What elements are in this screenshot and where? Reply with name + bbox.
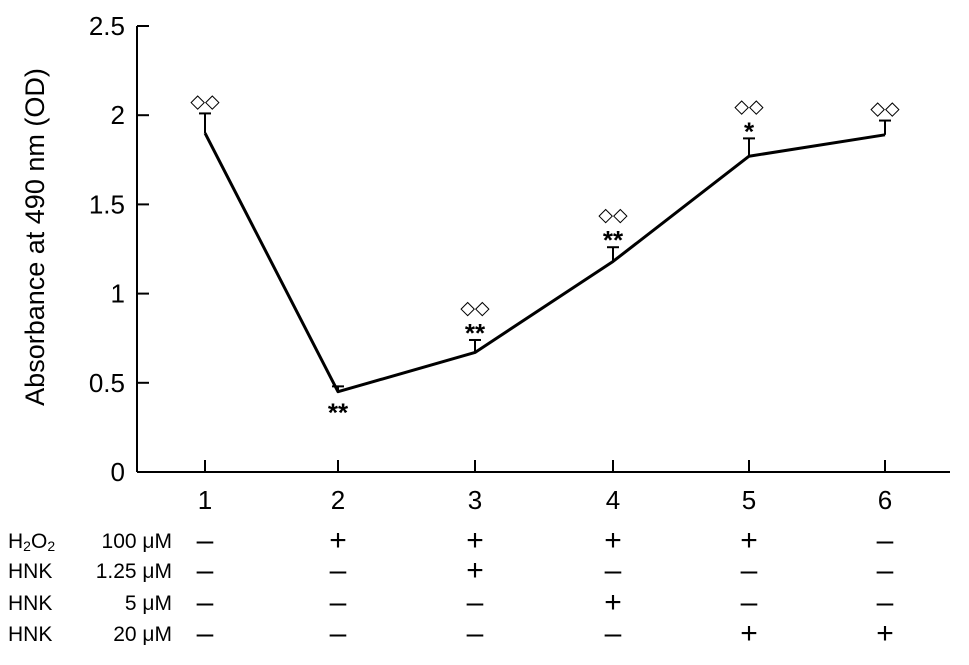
axes <box>136 26 950 473</box>
x-tick-label: 2 <box>331 485 345 515</box>
condition-sign: + <box>466 554 484 587</box>
x-tick-label: 6 <box>878 485 892 515</box>
condition-sign: – <box>329 554 347 587</box>
condition-name: HNK <box>8 560 53 583</box>
condition-name: H2O2 <box>8 530 56 554</box>
condition-sign: – <box>466 617 484 650</box>
condition-sign: – <box>740 586 758 619</box>
y-axis-label: Absorbance at 490 nm (OD) <box>20 68 50 406</box>
annotations: ◇◇****◇◇**◇◇*◇◇ ◇◇ <box>190 90 900 427</box>
y-tick-label: 1.5 <box>89 189 125 219</box>
x-tick-label: 5 <box>742 485 756 515</box>
condition-sign: – <box>196 617 214 650</box>
condition-sign: + <box>466 524 484 557</box>
diamond-label: ◇◇ <box>190 90 220 112</box>
significance-label: * <box>744 116 755 146</box>
condition-dose: 1.25 μM <box>95 560 172 583</box>
series-line <box>203 132 886 394</box>
y-tick-label: 0.5 <box>89 368 125 398</box>
condition-sign: – <box>876 554 894 587</box>
x-tick-label: 1 <box>198 485 212 515</box>
series-lines <box>203 132 886 394</box>
y-ticks: 0 0.5 1 1.5 2 2.5 <box>89 11 149 487</box>
condition-sign: – <box>466 586 484 619</box>
condition-sign: – <box>329 586 347 619</box>
error-bars <box>199 112 891 392</box>
significance-label: ** <box>603 225 624 255</box>
diamond-label: ◇◇ <box>598 204 628 226</box>
condition-dose: 5 μM <box>124 592 172 615</box>
condition-dose: 20 μM <box>113 623 172 646</box>
x-tick-label: 3 <box>468 485 482 515</box>
y-tick-label: 2 <box>111 100 125 130</box>
condition-sign: – <box>196 524 214 557</box>
condition-name: HNK <box>8 623 53 646</box>
condition-sign: + <box>876 617 894 650</box>
condition-sign: – <box>740 554 758 587</box>
diamond-label: ◇◇ <box>460 297 490 319</box>
condition-name: HNK <box>8 592 53 615</box>
condition-sign: + <box>604 586 622 619</box>
y-tick-label: 1 <box>111 279 125 309</box>
diamond-label: ◇◇ <box>870 98 900 120</box>
condition-dose: 100 μM <box>101 530 172 553</box>
condition-sign: – <box>196 586 214 619</box>
significance-label: ** <box>465 318 486 348</box>
condition-sign: – <box>604 554 622 587</box>
diamond-label: ◇◇ <box>734 95 764 117</box>
y-tick-label: 0 <box>111 457 125 487</box>
condition-sign: – <box>604 617 622 650</box>
condition-sign: – <box>196 554 214 587</box>
condition-sign: + <box>604 524 622 557</box>
condition-sign: + <box>740 617 758 650</box>
x-tick-label: 4 <box>606 485 620 515</box>
y-tick-label: 2.5 <box>89 11 125 41</box>
condition-sign: – <box>329 617 347 650</box>
significance-label: ** <box>328 398 349 428</box>
condition-sign: – <box>876 586 894 619</box>
x-ticks: 1 2 3 4 5 6 <box>198 460 892 515</box>
condition-sign: + <box>740 524 758 557</box>
condition-sign: – <box>876 524 894 557</box>
condition-sign: + <box>329 524 347 557</box>
